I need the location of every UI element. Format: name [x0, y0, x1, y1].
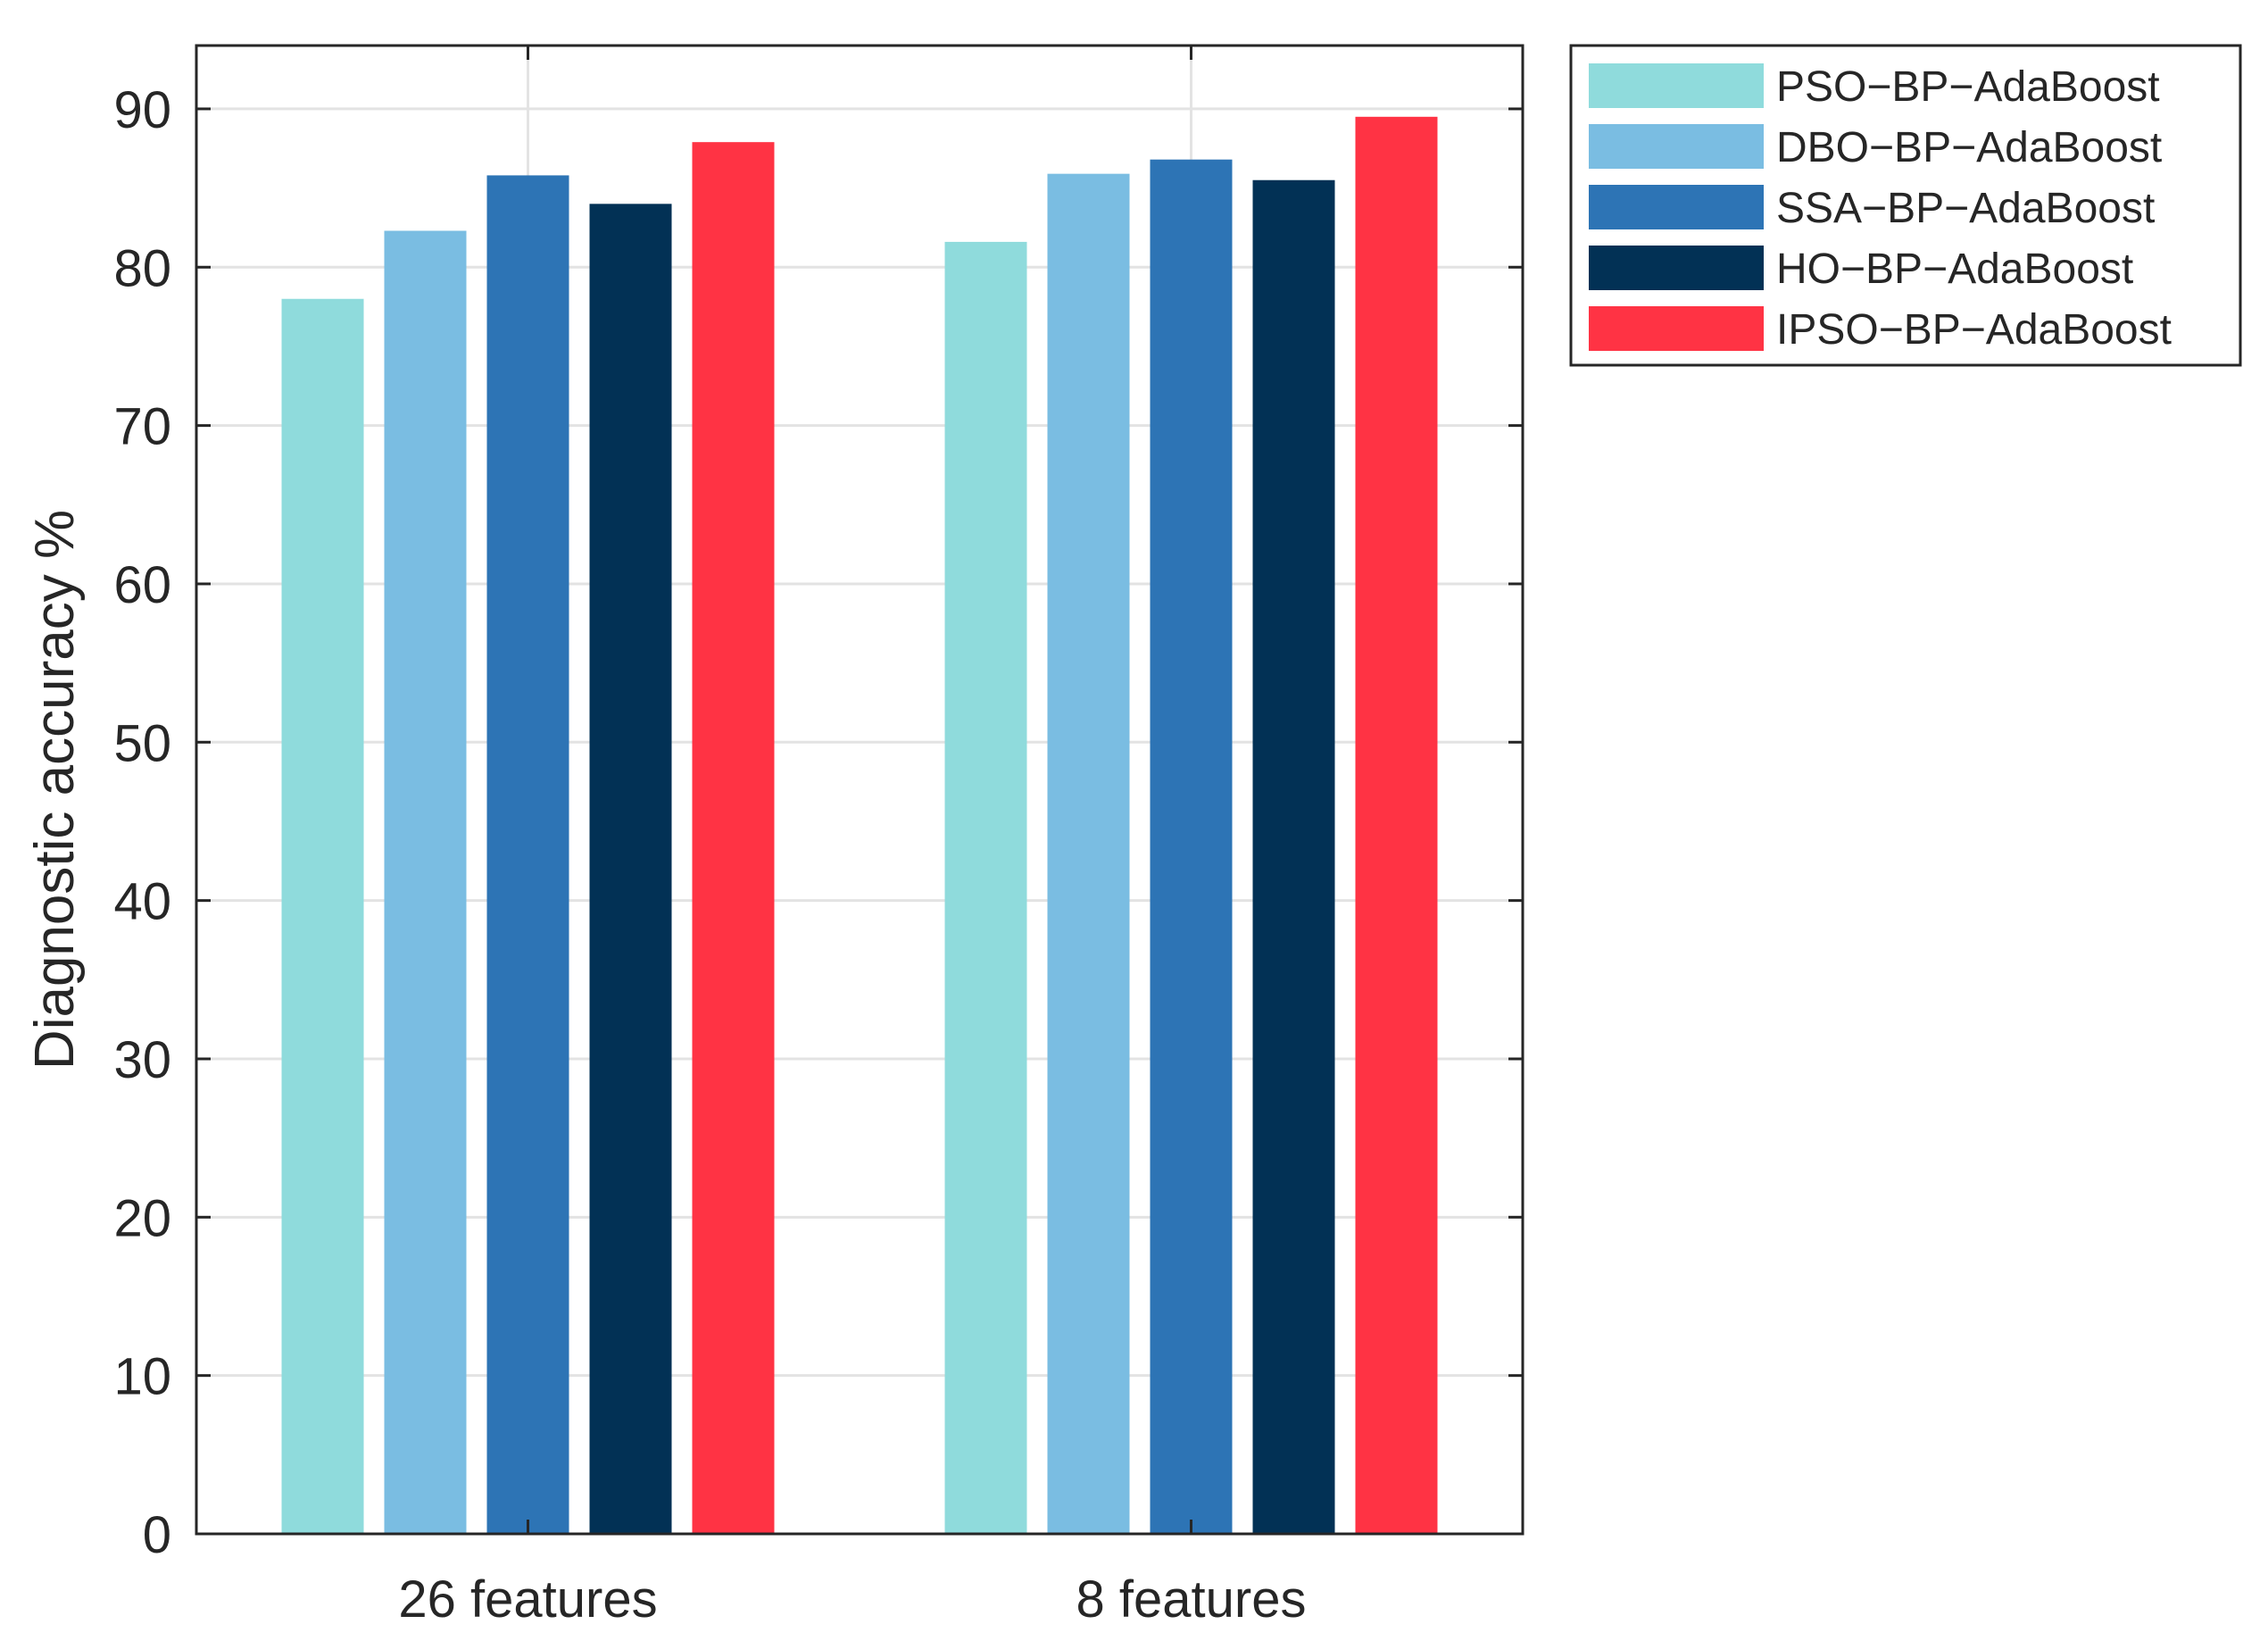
legend-label: HO−BP−AdaBoost	[1776, 246, 2133, 293]
legend-item: SSA−BP−AdaBoost	[1589, 185, 2155, 232]
y-tick-labels: 0 10 20 30 40 50 60 70 80 90	[113, 81, 171, 1564]
legend-label: SSA−BP−AdaBoost	[1776, 185, 2155, 232]
bar-ipso-bp-adaboost-1	[692, 142, 775, 1535]
legend-item: DBO−BP−AdaBoost	[1589, 124, 2162, 171]
axis-ticks	[196, 46, 1523, 1536]
y-tick-label: 60	[113, 556, 171, 614]
y-axis-label: Diagnostic accuracy %	[24, 510, 86, 1070]
legend-swatch	[1589, 63, 1764, 108]
bar-ssa-bp-adaboost-1	[486, 175, 569, 1534]
legend-items: PSO−BP−AdaBoost DBO−BP−AdaBoost SSA−BP−Ada…	[1589, 63, 2172, 354]
legend-swatch	[1589, 246, 1764, 290]
y-tick-label: 50	[113, 714, 171, 772]
y-tick-label: 20	[113, 1189, 171, 1247]
y-tick-label: 80	[113, 239, 171, 297]
bar-dbo-bp-adaboost-1	[384, 230, 467, 1535]
legend-label: DBO−BP−AdaBoost	[1776, 124, 2162, 171]
legend-item: HO−BP−AdaBoost	[1589, 246, 2133, 293]
plot-frame	[195, 44, 1524, 1536]
bar-pso-bp-adaboost-1	[281, 298, 364, 1535]
bar-ssa-bp-adaboost-2	[1150, 159, 1233, 1535]
y-tick-label: 40	[113, 873, 171, 931]
bar-dbo-bp-adaboost-2	[1047, 173, 1130, 1534]
legend-label: PSO−BP−AdaBoost	[1776, 63, 2160, 111]
y-tick-label: 10	[113, 1348, 171, 1406]
legend-item: IPSO−BP−AdaBoost	[1589, 306, 2172, 354]
y-tick-label: 90	[113, 81, 171, 139]
bar-ho-bp-adaboost-2	[1252, 179, 1335, 1534]
legend-swatch	[1589, 306, 1764, 351]
bar-ho-bp-adaboost-1	[589, 204, 672, 1534]
x-tick-label: 26 features	[398, 1570, 657, 1629]
legend-label: IPSO−BP−AdaBoost	[1776, 306, 2172, 354]
bars	[281, 116, 1438, 1535]
legend-item: PSO−BP−AdaBoost	[1589, 63, 2160, 111]
x-tick-label: 8 features	[1076, 1570, 1307, 1629]
y-tick-label: 70	[113, 398, 171, 456]
legend-swatch	[1589, 124, 1764, 169]
legend-swatch	[1589, 185, 1764, 229]
y-tick-label: 0	[143, 1506, 171, 1564]
bar-pso-bp-adaboost-2	[944, 241, 1027, 1535]
legend: PSO−BP−AdaBoost DBO−BP−AdaBoost SSA−BP−Ada…	[1569, 44, 2242, 367]
bar-ipso-bp-adaboost-2	[1355, 116, 1438, 1534]
x-tick-labels: 26 features 8 features	[398, 1570, 1306, 1629]
y-tick-label: 30	[113, 1031, 171, 1089]
